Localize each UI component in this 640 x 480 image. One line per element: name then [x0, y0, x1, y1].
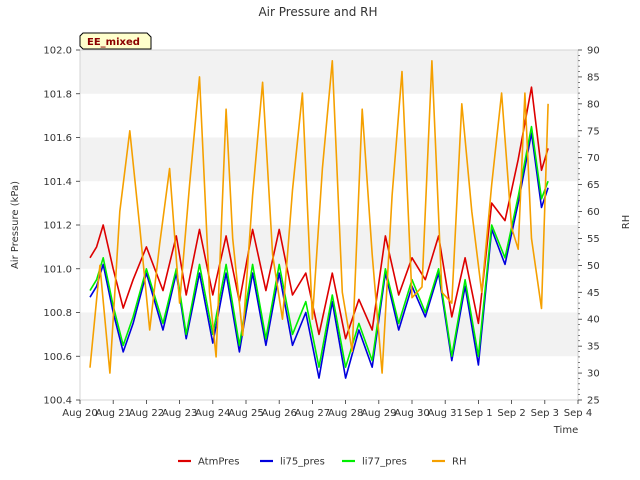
right-tick-label: 25 — [587, 396, 600, 407]
series-line-li75_pres — [89, 132, 549, 379]
right-tick-label: 35 — [587, 342, 600, 353]
left-tick-label: 101.4 — [43, 177, 72, 188]
x-tick-label: Aug 28 — [328, 408, 363, 419]
left-tick-label: 101.0 — [43, 264, 72, 275]
series-lines — [89, 59, 549, 379]
right-tick-label: 60 — [587, 207, 600, 218]
right-tick-label: 80 — [587, 99, 600, 110]
legend-label: AtmPres — [198, 457, 239, 468]
series-line-rh — [89, 59, 549, 374]
legend-label: li77_pres — [362, 457, 407, 468]
chart-title: Air Pressure and RH — [258, 5, 377, 19]
badge: EE_mixed — [79, 32, 152, 50]
left-tick-label: 101.6 — [43, 133, 72, 144]
right-tick-label: 75 — [587, 126, 600, 137]
badge-label: EE_mixed — [87, 37, 140, 48]
y-axis-left-label: Air Pressure (kPa) — [10, 181, 21, 269]
grid-band — [80, 50, 578, 94]
legend: AtmPres li75_pres li77_pres RH — [178, 457, 466, 468]
right-tick-label: 30 — [587, 369, 600, 380]
right-tick-label: 45 — [587, 288, 600, 299]
series-line-li77_pres — [89, 125, 549, 369]
right-tick-label: 65 — [587, 180, 600, 191]
grid-band — [80, 137, 578, 182]
left-tick-label: 101.8 — [43, 89, 72, 100]
x-tick-label: Aug 24 — [195, 408, 230, 419]
right-tick-label: 50 — [587, 261, 600, 272]
y-axis-right-label: RH — [621, 215, 632, 229]
right-tick-label: 70 — [587, 153, 600, 164]
legend-label: li75_pres — [280, 457, 325, 468]
right-tick-label: 55 — [587, 234, 600, 245]
x-tick-label: Aug 23 — [162, 408, 197, 419]
left-tick-label: 101.2 — [43, 221, 72, 232]
x-tick-label: Sep 1 — [464, 408, 492, 419]
left-tick-label: 102.0 — [43, 46, 72, 57]
left-axis-ticks: 100.4 100.6 100.8 101.0 101.2 101.4 101.6 101.8… — [43, 46, 80, 407]
grid-band — [80, 225, 578, 269]
x-tick-label: Aug 29 — [361, 408, 396, 419]
x-tick-label: Aug 21 — [95, 408, 130, 419]
right-tick-label: 90 — [587, 46, 600, 57]
x-tick-label: Sep 2 — [497, 408, 525, 419]
x-tick-label: Aug 30 — [394, 408, 429, 419]
x-tick-label: Aug 20 — [62, 408, 97, 419]
grid-band — [80, 356, 578, 400]
x-tick-label: Aug 25 — [228, 408, 263, 419]
x-tick-label: Aug 27 — [295, 408, 330, 419]
right-tick-label: 85 — [587, 72, 600, 83]
x-tick-label: Sep 3 — [531, 408, 559, 419]
right-tick-label: 40 — [587, 315, 600, 326]
left-tick-label: 100.4 — [43, 396, 72, 407]
left-tick-label: 100.8 — [43, 308, 72, 319]
x-axis-label: Time — [553, 425, 578, 436]
x-tick-label: Aug 22 — [129, 408, 164, 419]
right-axis-ticks: 25 30 35 40 45 50 55 60 65 70 75 80 85 90 — [578, 46, 600, 407]
x-tick-label: Aug 31 — [427, 408, 462, 419]
left-tick-label: 100.6 — [43, 352, 72, 363]
legend-label: RH — [452, 457, 466, 468]
x-tick-label: Sep 4 — [564, 408, 592, 419]
x-tick-label: Aug 26 — [261, 408, 296, 419]
